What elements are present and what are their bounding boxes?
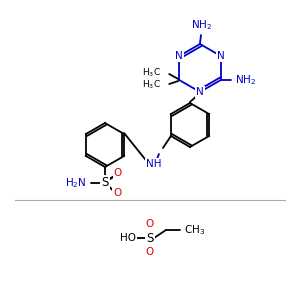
Text: H$_2$N: H$_2$N xyxy=(65,176,87,190)
Text: NH: NH xyxy=(146,159,162,169)
Text: HO: HO xyxy=(120,233,136,243)
Text: H$_3$C: H$_3$C xyxy=(142,67,161,79)
Text: H$_3$C: H$_3$C xyxy=(142,79,161,91)
Text: N: N xyxy=(196,87,204,97)
Text: O: O xyxy=(114,168,122,178)
Text: O: O xyxy=(146,219,154,229)
Text: N: N xyxy=(217,51,225,61)
Text: O: O xyxy=(113,188,121,198)
Text: CH$_3$: CH$_3$ xyxy=(184,223,205,237)
Text: O: O xyxy=(146,247,154,257)
Text: S: S xyxy=(101,176,109,190)
Text: NH$_2$: NH$_2$ xyxy=(191,18,213,32)
Text: NH$_2$: NH$_2$ xyxy=(235,73,256,87)
Text: N: N xyxy=(175,51,183,61)
Text: S: S xyxy=(146,232,154,244)
